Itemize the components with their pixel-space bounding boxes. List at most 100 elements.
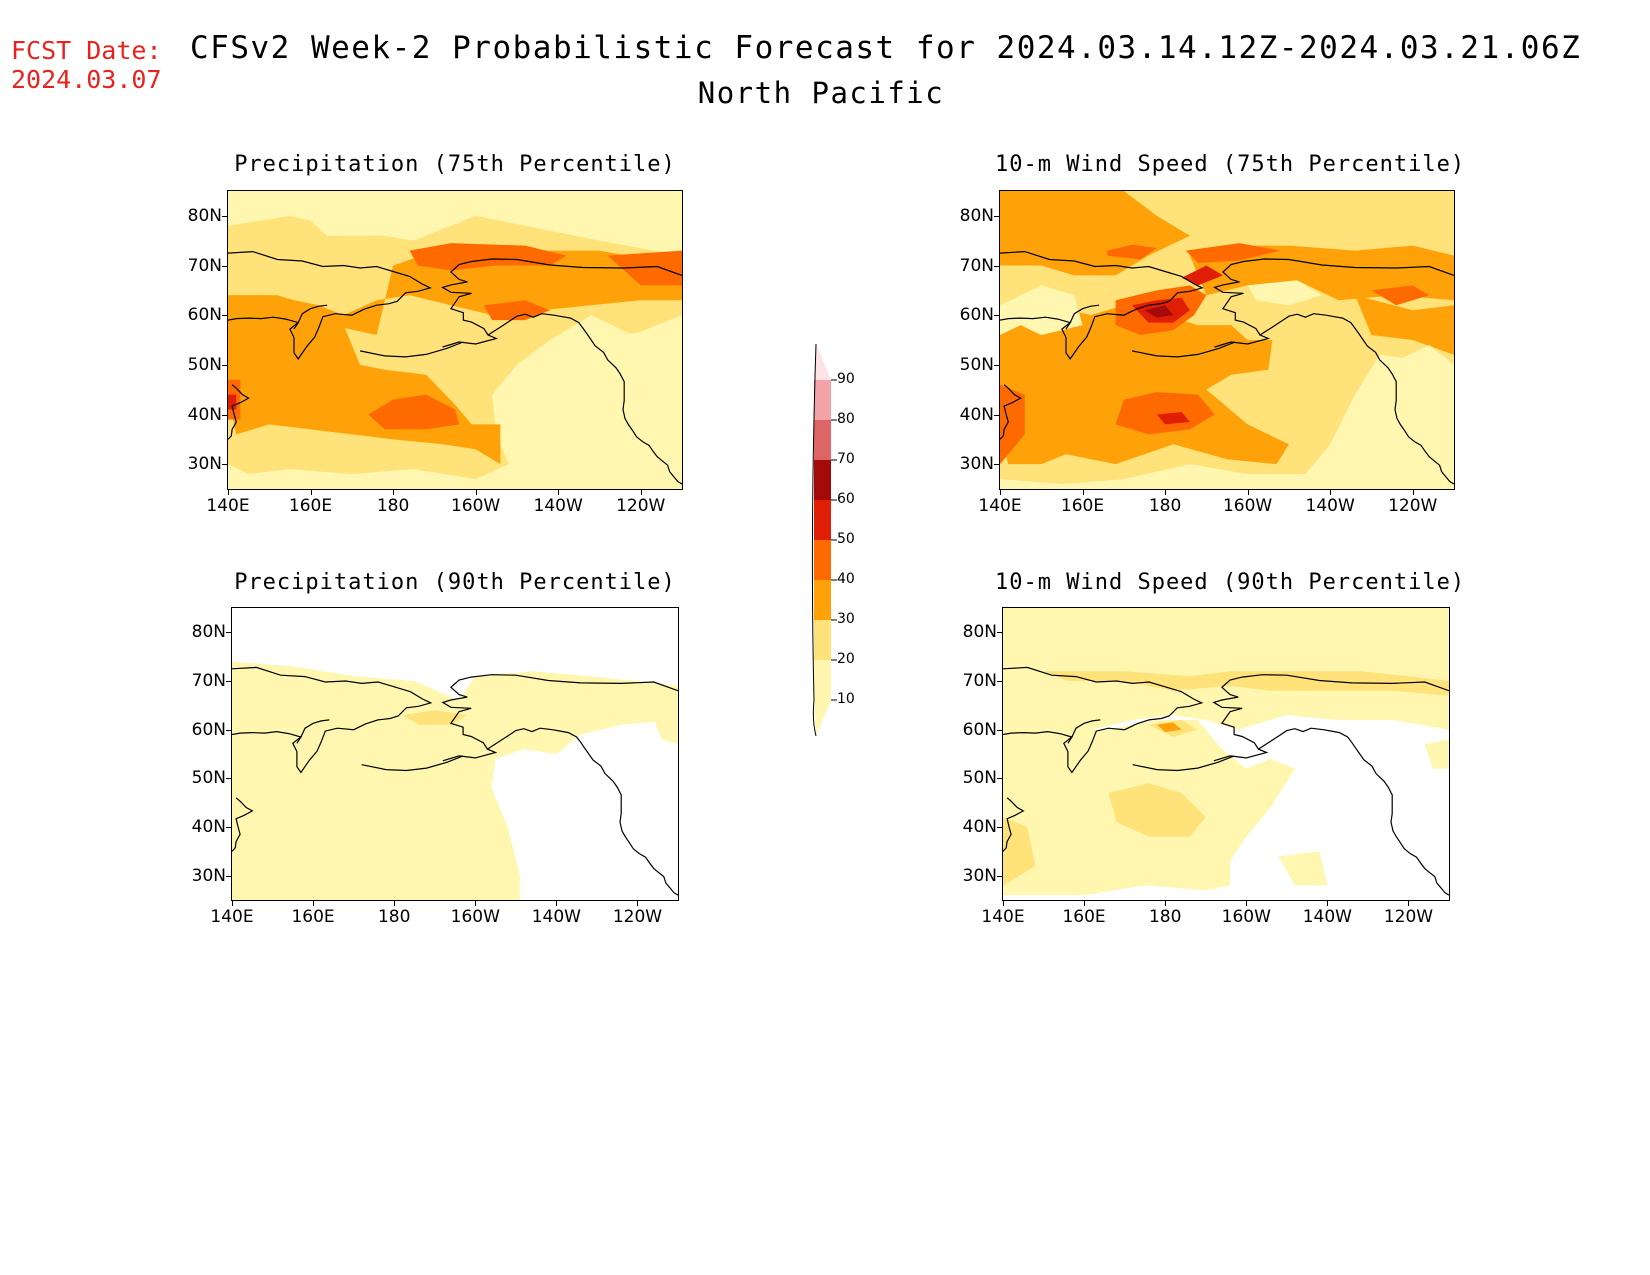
lon-tick-mark (1000, 489, 1001, 495)
colorbar-level-label: 60 (837, 491, 855, 507)
coastline-siberia (232, 666, 433, 774)
lon-tick-mark (1165, 489, 1167, 495)
region-title: North Pacific (0, 76, 1650, 110)
probability-contour-40 (1371, 285, 1430, 306)
coastline-gulfAlaska (1259, 313, 1454, 485)
probability-contour-10 (1424, 739, 1449, 769)
lat-tick-label: 50N (962, 768, 997, 789)
lat-tick-mark (994, 464, 1000, 466)
colorbar-outline (811, 343, 817, 737)
lat-tick-mark (997, 875, 1003, 877)
coastline-kamchatkaInner (1065, 304, 1100, 330)
lat-tick-label: 30N (959, 454, 994, 475)
lat-tick-label: 30N (191, 865, 226, 886)
lat-tick-label: 60N (962, 719, 997, 740)
lat-tick-mark (226, 729, 232, 731)
lon-tick-label: 120W (1388, 496, 1438, 516)
panel-title-precip-90: Precipitation (90th Percentile) (234, 570, 676, 595)
probability-contour-10 (607, 330, 682, 465)
colorbar-level-label: 90 (837, 371, 855, 387)
lat-tick-label: 80N (962, 622, 997, 643)
lat-tick-mark (997, 778, 1003, 780)
coastline-gulfAlaska (487, 313, 682, 485)
lon-tick-label: 140E (978, 496, 1022, 516)
coastline-japan (228, 384, 250, 440)
lon-tick-mark (1084, 900, 1086, 906)
lon-tick-label: 160W (1222, 496, 1273, 516)
colorbar-swatch (814, 580, 831, 620)
forecast-date-value: 2024.03.07 (11, 65, 162, 94)
lon-tick-label: 180 (376, 496, 410, 516)
lat-tick-label: 30N (187, 454, 222, 475)
lon-tick-mark (1003, 900, 1004, 906)
lat-tick-label: 60N (959, 305, 994, 326)
coastline-siberia (1003, 666, 1204, 774)
lat-tick-mark (226, 827, 232, 828)
panel-title-precip-75: Precipitation (75th Percentile) (234, 152, 676, 177)
panel-title-wind-90: 10-m Wind Speed (90th Percentile) (995, 570, 1466, 595)
probability-contour-30 (1354, 295, 1454, 355)
coastline-kamchatkaInner (293, 304, 328, 330)
lat-tick-mark (226, 632, 232, 634)
lat-tick-label: 70N (959, 255, 994, 276)
coastline-japan (232, 797, 254, 852)
lon-tick-mark (637, 900, 639, 906)
lat-tick-label: 40N (191, 817, 226, 837)
map-wind-90 (1003, 608, 1449, 900)
coastline-gulfAlaska (1258, 727, 1449, 896)
map-wind-75 (1000, 191, 1454, 489)
lat-tick-mark (994, 315, 1000, 317)
lat-tick-label: 80N (187, 205, 222, 226)
forecast-date-block: FCST Date: 2024.03.07 (11, 36, 162, 94)
panel-title-wind-75: 10-m Wind Speed (75th Percentile) (995, 152, 1466, 177)
lat-tick-mark (997, 681, 1003, 682)
colorbar-level-label: 80 (837, 411, 855, 427)
page-title: CFSv2 Week-2 Probabilistic Forecast for … (190, 30, 1582, 66)
lon-tick-label: 140E (206, 496, 250, 516)
colorbar-bottom-triangle (814, 700, 831, 736)
lon-tick-mark (228, 489, 229, 495)
lon-tick-mark (1327, 900, 1329, 906)
coastline-gulfAlaska (487, 727, 678, 896)
lon-tick-mark (393, 489, 395, 495)
lon-tick-mark (475, 489, 477, 495)
colorbar-swatch (814, 460, 831, 500)
lat-tick-label: 30N (962, 865, 997, 886)
colorbar-level-label: 10 (837, 691, 855, 707)
lat-tick-label: 50N (959, 354, 994, 375)
colorbar-swatch (814, 500, 831, 540)
lat-tick-mark (994, 414, 1000, 416)
colorbar-swatch (814, 620, 831, 660)
colorbar-level-label: 40 (837, 571, 855, 587)
lat-tick-mark (222, 265, 228, 267)
lon-tick-label: 160E (1062, 907, 1106, 927)
lon-tick-mark (313, 900, 315, 906)
colorbar-level-label: 70 (837, 451, 855, 467)
lat-tick-mark (222, 414, 228, 416)
lat-tick-label: 40N (962, 817, 997, 837)
lat-tick-mark (226, 778, 232, 780)
probability-contour-30 (1000, 305, 1289, 465)
lon-tick-mark (1165, 900, 1167, 906)
colorbar-swatch (814, 380, 831, 420)
coastline-japan (1000, 384, 1022, 440)
map-canvas-precip-75 (228, 191, 682, 489)
coastline-alaska (441, 674, 678, 762)
lat-tick-label: 40N (187, 404, 222, 425)
lon-tick-mark (475, 900, 477, 906)
lat-tick-mark (222, 464, 228, 466)
probability-contour-20 (1043, 671, 1449, 696)
probability-contour-40 (1000, 384, 1025, 465)
probability-contour-20 (402, 710, 468, 725)
probability-contour-40 (1185, 243, 1281, 264)
colorbar: 10 20 30 40 50 60 70 80 90 (800, 330, 860, 750)
probability-contour-30 (228, 245, 682, 336)
lon-tick-label: 140W (533, 496, 583, 516)
probability-contour-10 (232, 661, 678, 900)
probability-contour-10 (310, 220, 414, 236)
lon-tick-mark (394, 900, 396, 906)
coastline-kamchatkaInner (296, 719, 330, 744)
lon-tick-mark (640, 489, 642, 495)
colorbar-swatch (814, 660, 831, 700)
probability-contour-40 (409, 243, 567, 271)
